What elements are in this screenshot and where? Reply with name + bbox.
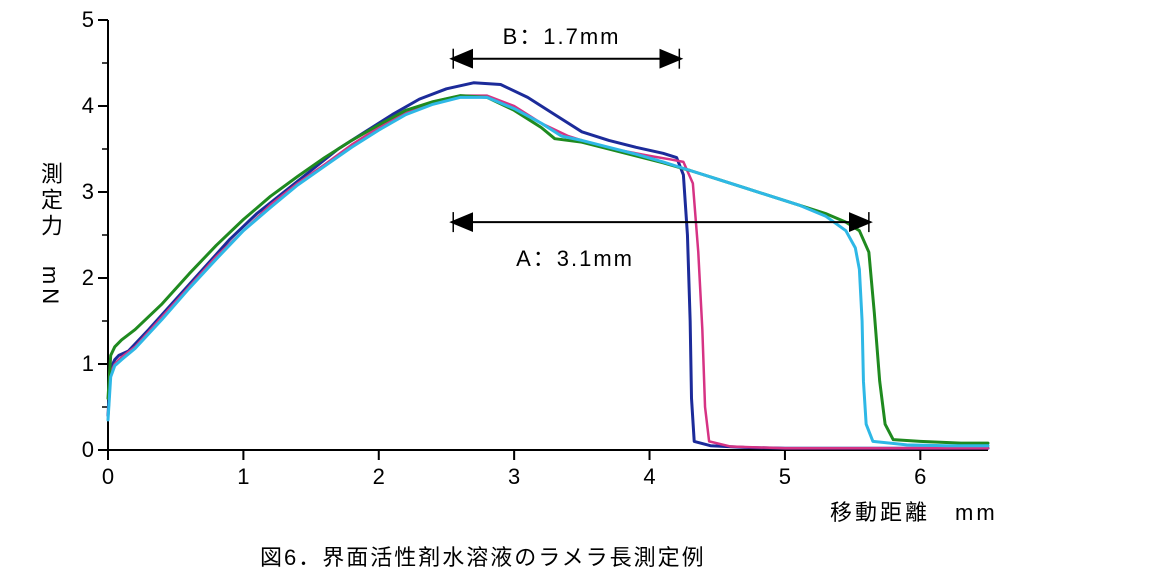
y-axis-label: 測定力 mN [34, 162, 66, 308]
x-axis-label: 移動距離 mm [830, 495, 998, 527]
y-tick-label: 2 [70, 265, 94, 291]
y-tick-label: 0 [70, 437, 94, 463]
label-B-text: B：1.7mm [503, 19, 621, 51]
x-tick-label: 0 [102, 464, 114, 490]
x-tick-label: 1 [237, 464, 249, 490]
x-tick-label: 6 [914, 464, 926, 490]
x-tick-label: 2 [373, 464, 385, 490]
y-tick-label: 4 [70, 93, 94, 119]
x-tick-label: 3 [508, 464, 520, 490]
x-tick-label: 4 [643, 464, 655, 490]
y-tick-label: 5 [70, 7, 94, 33]
y-tick-label: 3 [70, 179, 94, 205]
label-A-text: A：3.1mm [516, 241, 634, 273]
y-tick-label: 1 [70, 351, 94, 377]
chart-canvas [0, 0, 1158, 580]
figure-caption: 図6．界面活性剤水溶液のラメラ長測定例 [260, 540, 706, 572]
figure-container: 測定力 mN 移動距離 mm 図6．界面活性剤水溶液のラメラ長測定例 0 1 2 3 4… [0, 0, 1158, 580]
x-tick-label: 5 [779, 464, 791, 490]
